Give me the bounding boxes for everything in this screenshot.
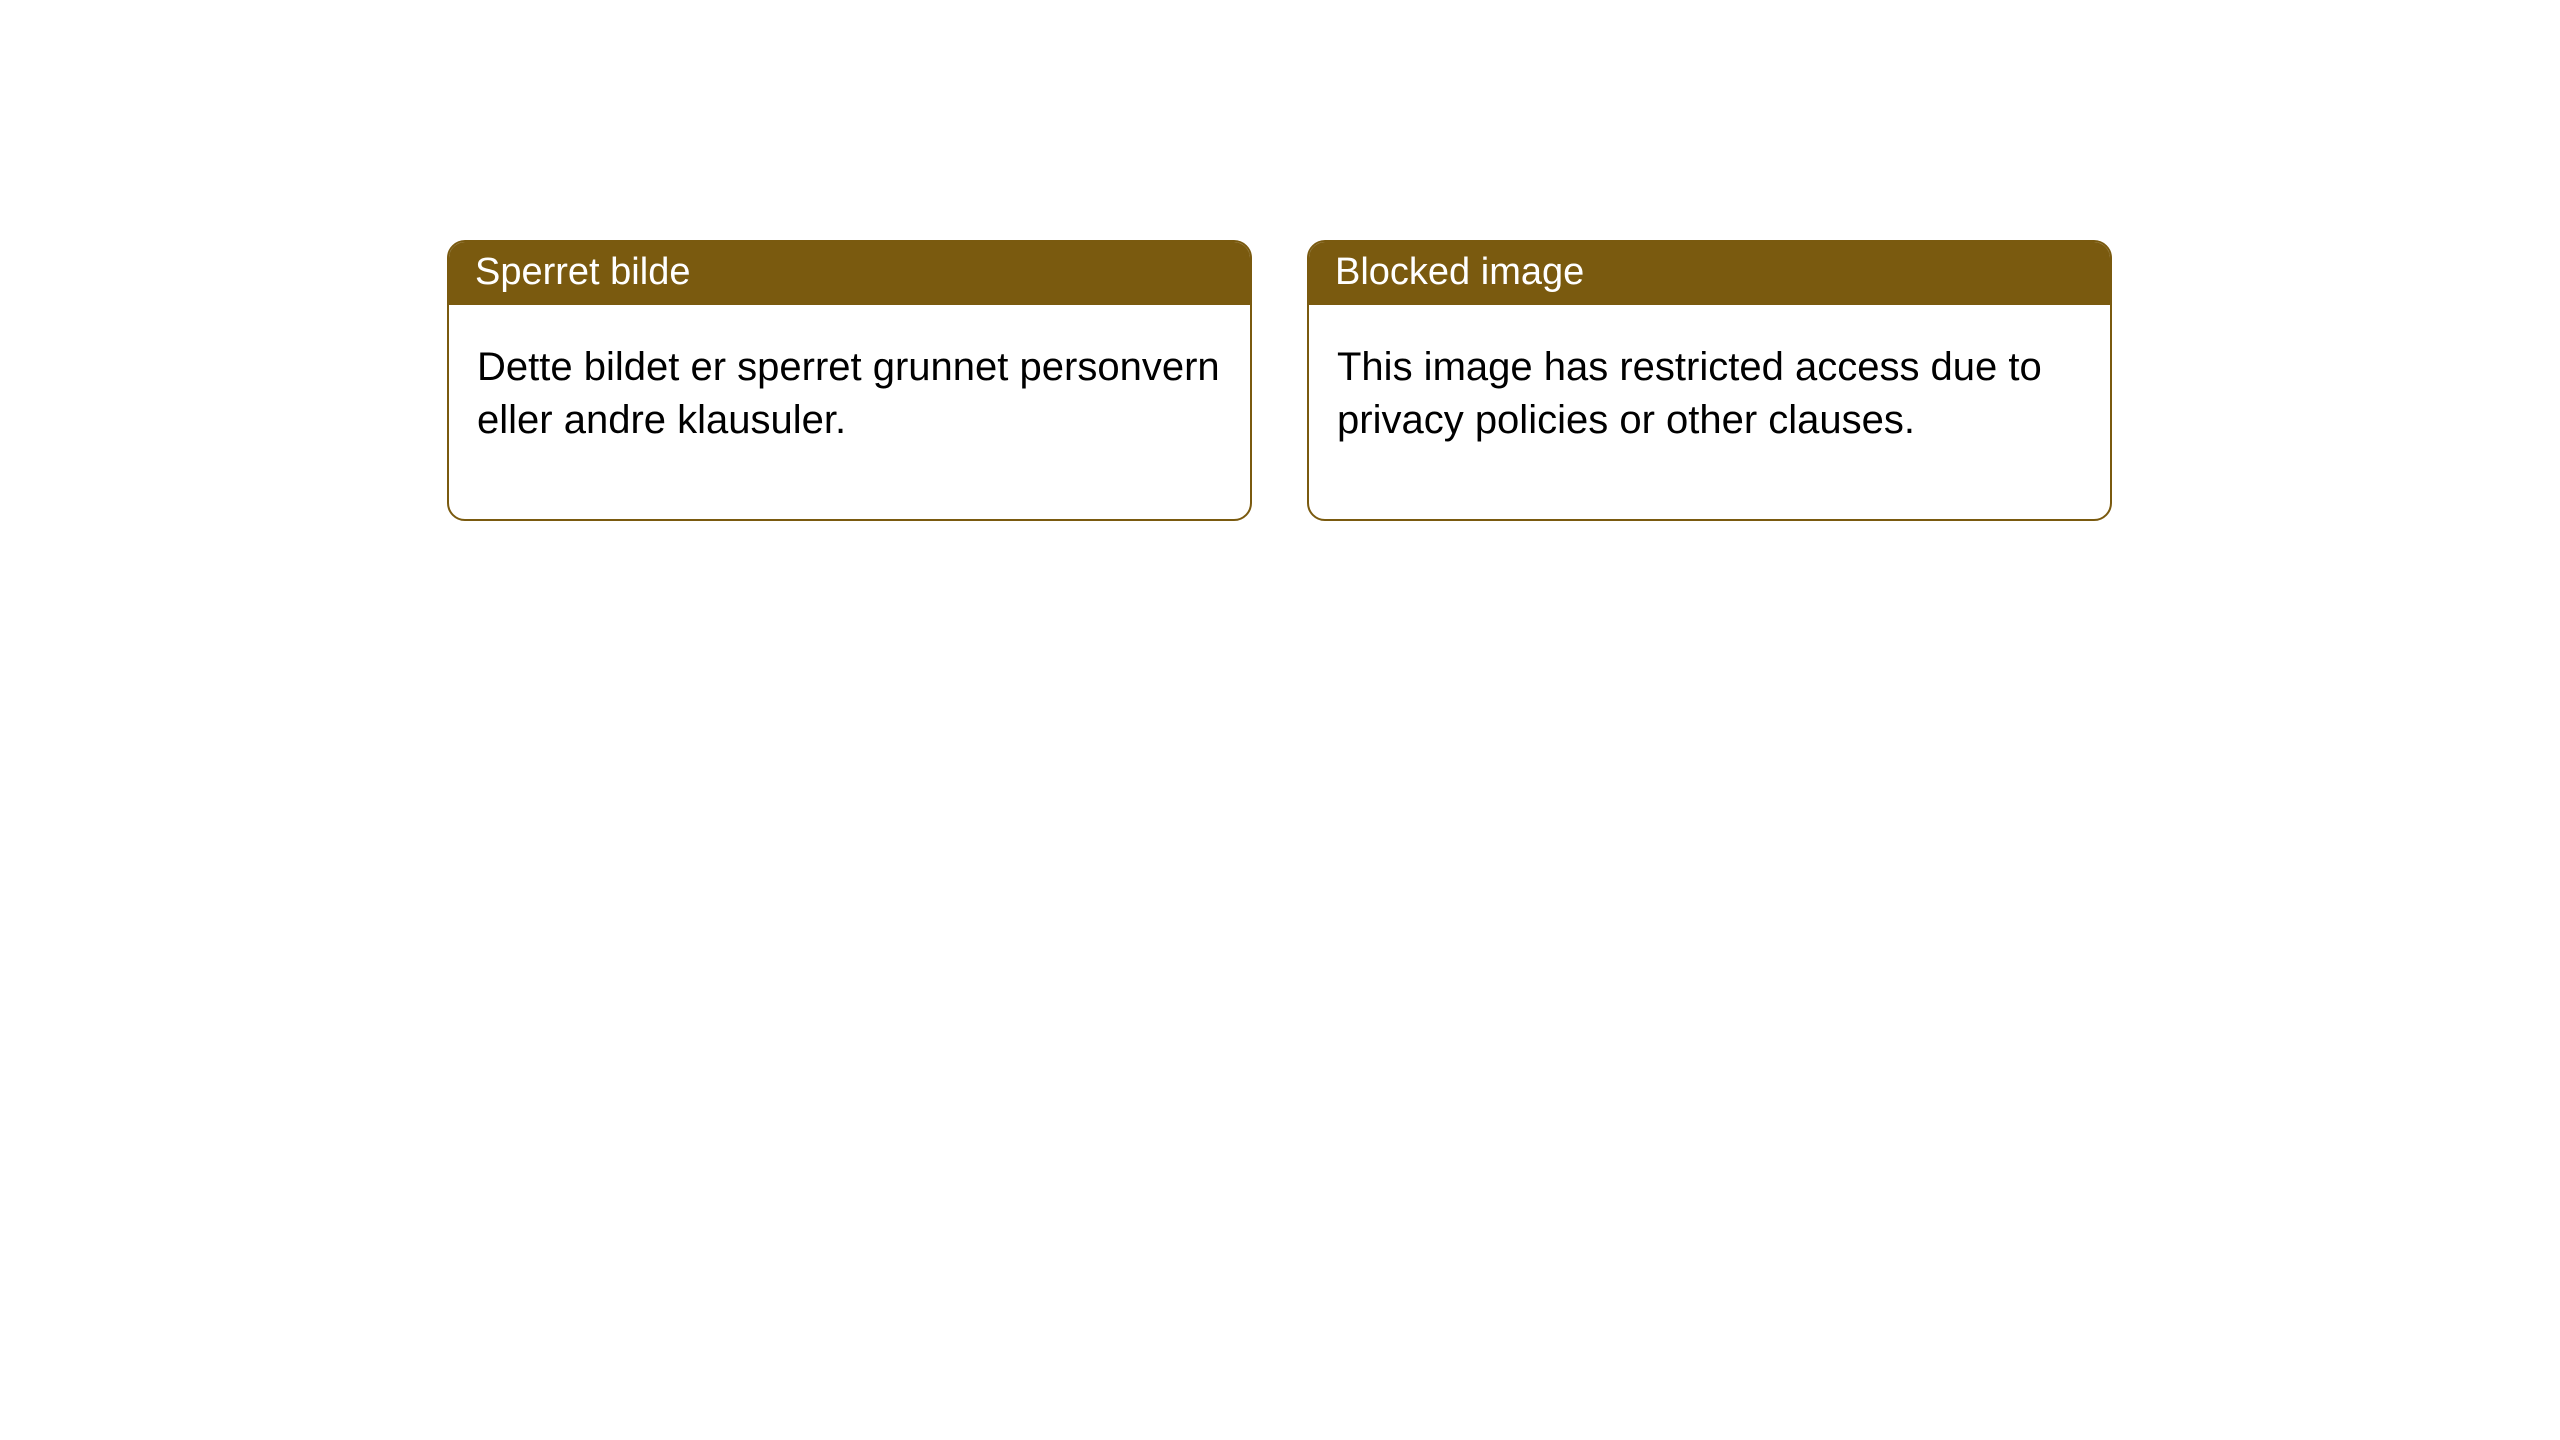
notice-container: Sperret bilde Dette bildet er sperret gr… — [0, 0, 2560, 521]
card-title-english: Blocked image — [1309, 242, 2110, 305]
card-body-norwegian: Dette bildet er sperret grunnet personve… — [449, 305, 1250, 519]
card-title-norwegian: Sperret bilde — [449, 242, 1250, 305]
blocked-image-card-english: Blocked image This image has restricted … — [1307, 240, 2112, 521]
card-body-english: This image has restricted access due to … — [1309, 305, 2110, 519]
blocked-image-card-norwegian: Sperret bilde Dette bildet er sperret gr… — [447, 240, 1252, 521]
